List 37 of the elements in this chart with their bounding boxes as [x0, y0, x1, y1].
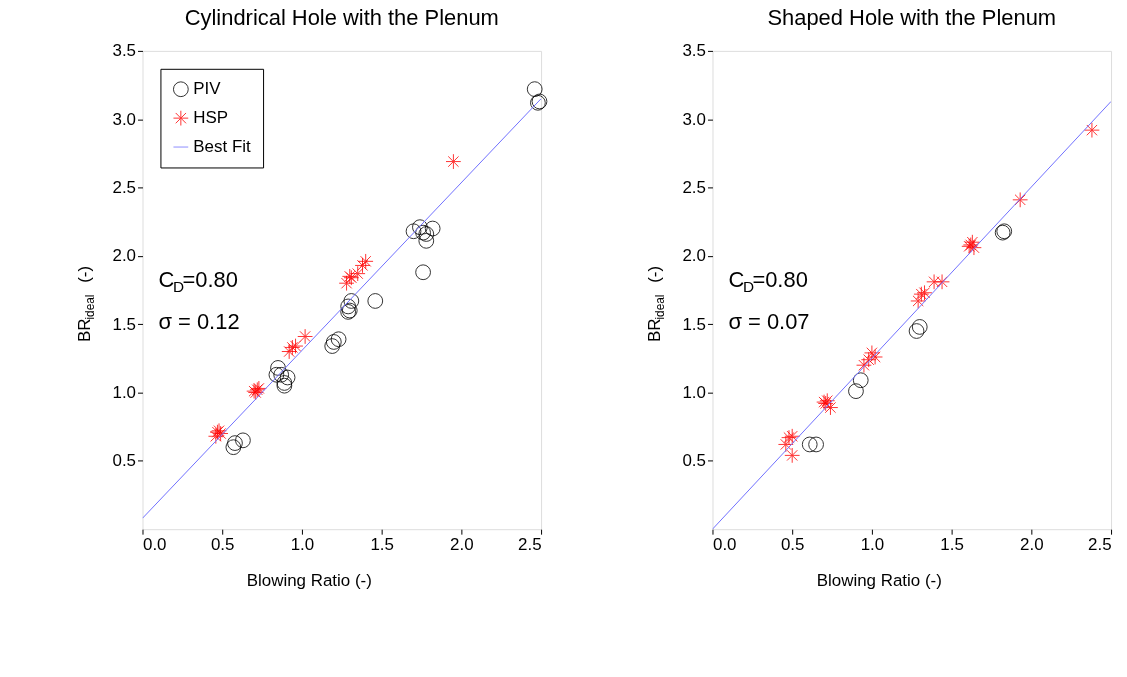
y-tick-label: 0.5 — [682, 451, 706, 471]
x-tick-label: 0.5 — [210, 534, 235, 554]
x-axis-title: Blowing Ratio (-) — [246, 570, 372, 590]
y-axis-title: BRideal (-) — [74, 265, 97, 342]
x-tick-label: 2.0 — [1020, 534, 1044, 554]
y-tick-label: 3.0 — [112, 109, 137, 129]
x-tick-label: 1.0 — [290, 534, 315, 554]
x-tick-label: 0.5 — [780, 534, 805, 554]
x-axis-title: Blowing Ratio (-) — [816, 570, 942, 590]
y-tick-label: 2.5 — [112, 178, 137, 198]
x-tick-label: 1.5 — [940, 534, 964, 554]
x-tick-label: 1.5 — [370, 534, 394, 554]
y-tick-label: 2.0 — [112, 246, 137, 266]
legend-label: Best Fit — [193, 137, 251, 157]
chart-title: Shaped Hole with the Plenum — [767, 4, 1057, 30]
x-tick-label: 2.5 — [518, 534, 542, 554]
y-tick-label: 1.0 — [682, 383, 706, 402]
annotation: σ = 0.07 — [728, 308, 810, 334]
x-tick-label: 0.0 — [712, 534, 737, 554]
y-tick-label: 3.5 — [112, 41, 137, 61]
y-tick-label: 1.5 — [112, 314, 137, 334]
y-tick-label: 1.0 — [112, 383, 137, 402]
legend-label: HSP — [193, 108, 229, 128]
y-tick-label: 2.5 — [682, 178, 706, 198]
annotation: σ = 0.12 — [158, 308, 240, 334]
y-tick-label: 0.5 — [112, 451, 137, 471]
x-tick-label: 2.0 — [450, 534, 474, 554]
y-axis-title: BRideal (-) — [644, 265, 667, 342]
y-tick-label: 2.0 — [682, 246, 706, 266]
x-tick-label: 0.0 — [142, 534, 167, 554]
x-tick-label: 1.0 — [860, 534, 885, 554]
chart-title: Cylindrical Hole with the Plenum — [184, 4, 499, 30]
y-tick-label: 1.5 — [682, 314, 706, 334]
x-tick-label: 2.5 — [1088, 534, 1112, 554]
y-tick-label: 3.0 — [682, 109, 706, 129]
legend-label: PIV — [193, 79, 222, 99]
y-tick-label: 3.5 — [682, 41, 706, 61]
